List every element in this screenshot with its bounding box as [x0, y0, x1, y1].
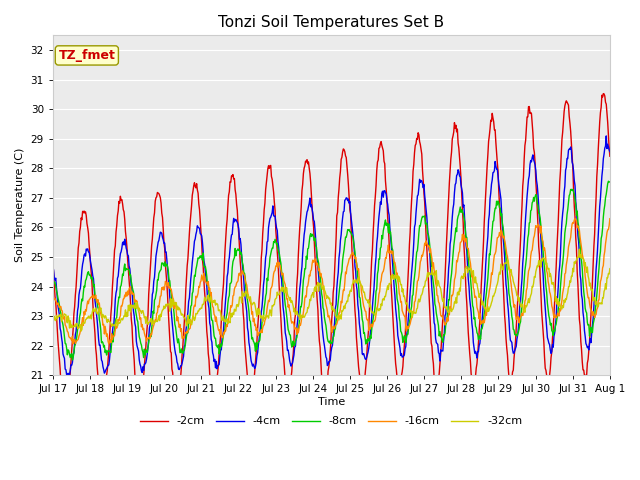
-4cm [390, 273, 397, 279]
-16cm [390, 256, 397, 262]
-8cm [245, 308, 253, 314]
Line: -32cm: -32cm [53, 249, 610, 331]
-2cm [49, 261, 57, 266]
-8cm [421, 213, 429, 219]
-16cm [218, 333, 225, 339]
-32cm [49, 321, 57, 326]
Y-axis label: Soil Temperature (C): Soil Temperature (C) [15, 148, 25, 263]
-4cm [606, 149, 614, 155]
-4cm [602, 133, 610, 139]
-8cm [68, 357, 76, 363]
-32cm [266, 307, 274, 312]
-8cm [115, 294, 123, 300]
-32cm [115, 320, 123, 326]
-8cm [218, 344, 225, 349]
-4cm [245, 340, 253, 346]
-32cm [606, 266, 614, 272]
-32cm [245, 295, 253, 300]
X-axis label: Time: Time [317, 397, 345, 407]
-2cm [266, 163, 274, 168]
-16cm [606, 216, 614, 222]
-16cm [266, 294, 274, 300]
-4cm [266, 216, 274, 221]
-16cm [245, 295, 253, 301]
-2cm [61, 405, 68, 411]
-2cm [421, 199, 429, 205]
-32cm [421, 284, 429, 289]
-32cm [575, 246, 583, 252]
-16cm [115, 318, 123, 324]
-2cm [606, 153, 614, 159]
-16cm [421, 240, 429, 246]
-16cm [49, 301, 57, 307]
-2cm [218, 318, 225, 324]
Line: -4cm: -4cm [53, 136, 610, 375]
Line: -2cm: -2cm [53, 94, 610, 408]
-2cm [390, 324, 397, 330]
Title: Tonzi Soil Temperatures Set B: Tonzi Soil Temperatures Set B [218, 15, 444, 30]
-8cm [266, 255, 274, 261]
-32cm [390, 276, 397, 282]
-2cm [600, 91, 607, 96]
-8cm [605, 179, 612, 184]
-8cm [390, 254, 397, 260]
Text: TZ_fmet: TZ_fmet [58, 49, 115, 62]
Line: -16cm: -16cm [53, 218, 610, 344]
-4cm [115, 265, 123, 271]
-2cm [245, 384, 253, 390]
-4cm [218, 347, 225, 353]
-16cm [105, 341, 113, 347]
-4cm [63, 372, 70, 378]
-4cm [421, 192, 429, 198]
-2cm [115, 199, 123, 204]
Line: -8cm: -8cm [53, 181, 610, 360]
-8cm [606, 179, 614, 185]
-8cm [49, 276, 57, 282]
Legend: -2cm, -4cm, -8cm, -16cm, -32cm: -2cm, -4cm, -8cm, -16cm, -32cm [136, 412, 527, 431]
-32cm [77, 328, 85, 334]
-16cm [571, 216, 579, 221]
-32cm [218, 314, 225, 320]
-4cm [49, 264, 57, 270]
